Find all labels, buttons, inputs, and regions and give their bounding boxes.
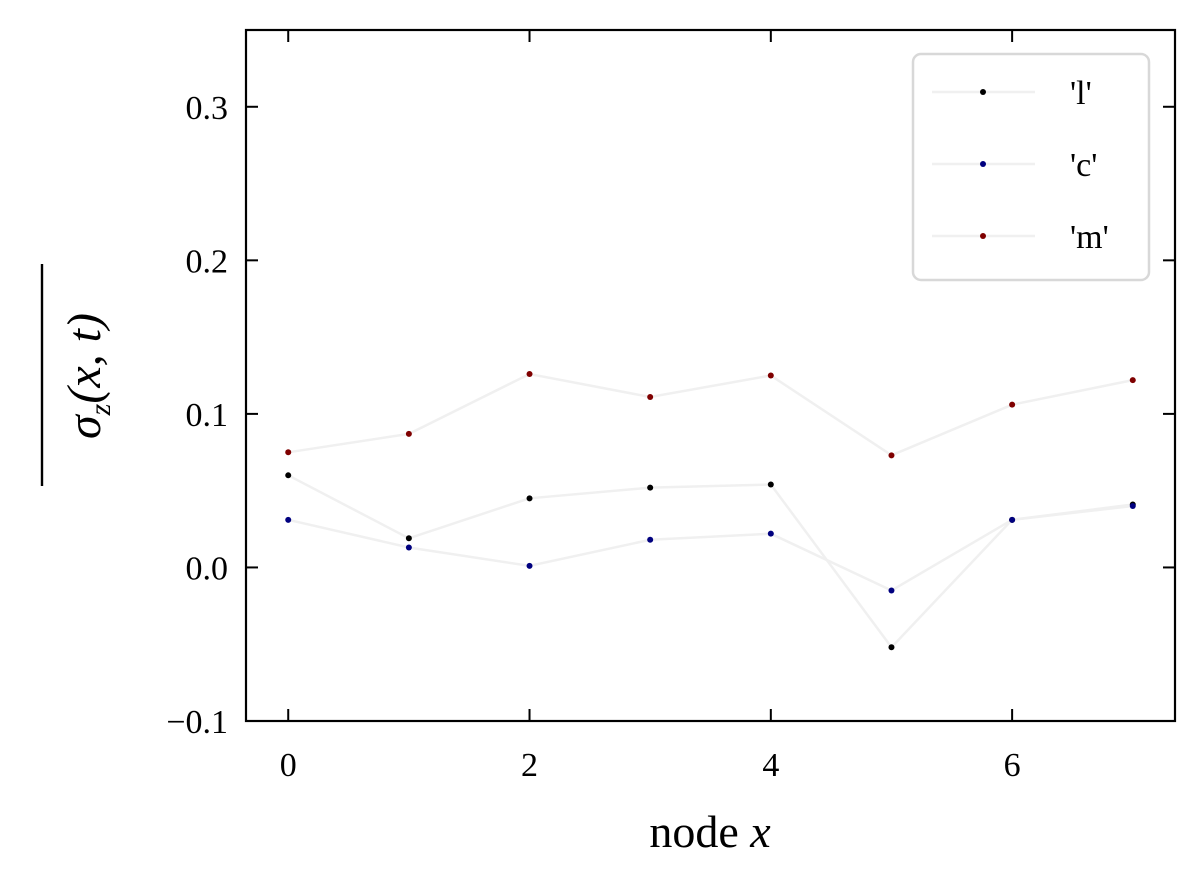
data-point (405, 430, 412, 437)
x-tick-label: 0 (280, 747, 297, 784)
legend-marker (980, 233, 986, 239)
data-point (888, 452, 895, 459)
series-layer (285, 370, 1136, 651)
data-point (285, 472, 292, 479)
y-tick-label: 0.1 (186, 397, 229, 434)
y-tick-label: 0.0 (186, 550, 229, 587)
plot-area (244, 28, 1177, 723)
series-line-1 (287, 504, 1133, 592)
data-point (1129, 503, 1136, 510)
data-point (526, 495, 533, 502)
legend-label: 'l' (1070, 75, 1092, 112)
y-axis-ticks: −0.1 0.0 0.1 0.2 0.3 (166, 90, 1175, 741)
y-tick-label: −0.1 (166, 704, 228, 741)
data-point (767, 530, 774, 537)
data-point (647, 484, 654, 491)
data-point (285, 449, 292, 456)
series-line-0 (287, 474, 1133, 650)
legend-label: 'm' (1070, 219, 1109, 256)
x-axis-label: node x (649, 806, 771, 857)
legend-box (911, 52, 1151, 282)
data-point (1129, 377, 1136, 384)
y-axis-label: σz(x, t) (40, 264, 117, 486)
x-tick-label: 4 (762, 747, 779, 784)
data-point (1009, 401, 1016, 408)
x-tick-label: 6 (1004, 747, 1021, 784)
data-point (1009, 516, 1016, 523)
data-point (526, 370, 533, 377)
data-point (285, 516, 292, 523)
legend-marker (980, 89, 986, 95)
data-point (526, 562, 533, 569)
legend-label: 'c' (1070, 147, 1097, 184)
data-point (888, 587, 895, 594)
y-tick-label: 0.2 (186, 243, 229, 280)
data-point (888, 644, 895, 651)
svg-text:σz(x, t): σz(x, t) (58, 313, 117, 439)
y-tick-label: 0.3 (186, 90, 229, 127)
series-line-2 (288, 372, 1134, 457)
x-axis-ticks: 0 2 4 6 (280, 30, 1021, 784)
legend: 'l' 'c' 'm' (911, 52, 1151, 282)
data-point (647, 393, 654, 400)
data-point (405, 544, 412, 551)
x-tick-label: 2 (521, 747, 538, 784)
data-point (647, 536, 654, 543)
legend-entries: 'l' 'c' 'm' (932, 75, 1109, 256)
legend-marker (980, 161, 986, 167)
data-point (767, 481, 774, 488)
data-point (767, 372, 774, 379)
axes-frame (244, 28, 1177, 723)
data-point (405, 535, 412, 542)
